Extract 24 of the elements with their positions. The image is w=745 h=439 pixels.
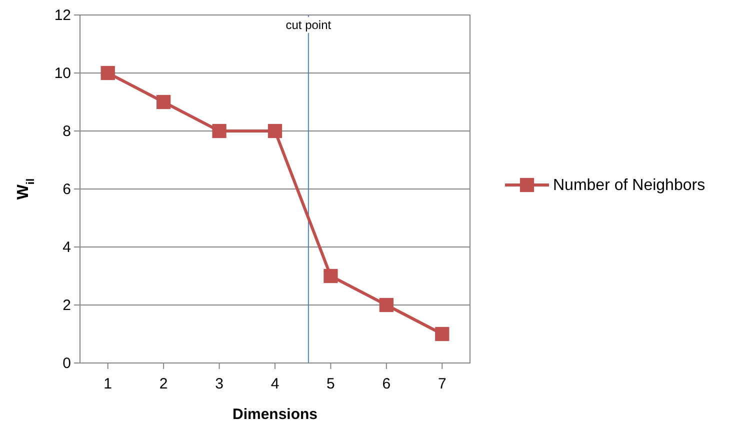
x-tick-label: 4 — [270, 376, 280, 392]
point — [156, 94, 171, 110]
x-tick-label: 5 — [326, 376, 335, 392]
point — [379, 298, 394, 312]
point — [100, 66, 115, 80]
legend-label: Number of Neighbors — [553, 177, 706, 194]
x-tick-label: 1 — [104, 376, 112, 392]
y-tick-label: 0 — [62, 354, 71, 372]
x-tick-label: 7 — [438, 376, 446, 392]
point — [212, 124, 226, 138]
y-tick-label: 8 — [62, 122, 71, 140]
y-tick-label: 6 — [62, 180, 71, 198]
x-axis-title: Dimensions — [232, 406, 318, 423]
ref-line-label: cut point — [286, 18, 332, 32]
point — [324, 268, 338, 284]
y-tick-label: 10 — [54, 64, 71, 82]
x-tick-label: 2 — [159, 376, 168, 392]
y-tick-label: 4 — [62, 238, 71, 256]
y-tick-label: 2 — [62, 296, 71, 314]
x-tick-label: 3 — [215, 376, 224, 392]
point — [268, 124, 282, 138]
point — [435, 326, 450, 342]
y-tick-label: 12 — [54, 6, 71, 24]
x-tick-label: 6 — [382, 376, 391, 392]
